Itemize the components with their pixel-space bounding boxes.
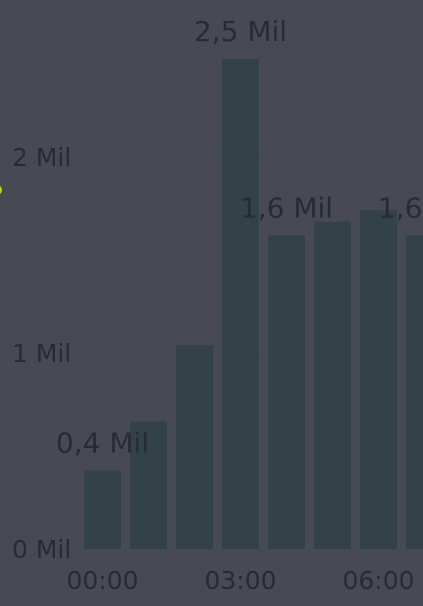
y-tick-label: 0 Mil: [12, 535, 71, 564]
bar-0100: [130, 421, 167, 549]
bar-0500: [314, 221, 351, 549]
data-label: 0,4 Mil: [56, 427, 149, 460]
bar-0600: [360, 209, 397, 550]
x-tick-label: 06:00: [342, 566, 414, 595]
bar-0400: [268, 235, 305, 549]
y-tick-label: 1 Mil: [12, 339, 71, 368]
bar-0000: [84, 470, 121, 549]
bar-0700: [406, 235, 423, 549]
data-label: 1,6 Mil: [378, 191, 423, 224]
y-tick-label: 2 Mil: [12, 143, 71, 172]
x-tick-label: 03:00: [204, 566, 276, 595]
x-axis-ticks: 00:00 03:00 06:00: [66, 566, 414, 595]
x-tick-label: 00:00: [66, 566, 138, 595]
bar-0200: [176, 345, 213, 549]
data-label: 1,6 Mil: [240, 191, 333, 224]
bar-0300: [222, 59, 259, 549]
y-axis-ticks: 0 Mil 1 Mil 2 Mil: [12, 143, 71, 564]
legend-dot: [0, 186, 2, 194]
data-labels: 0,4 Mil 2,5 Mil 1,6 Mil 1,6 Mil: [56, 15, 423, 460]
bars: [84, 59, 423, 550]
data-label: 2,5 Mil: [194, 15, 287, 48]
